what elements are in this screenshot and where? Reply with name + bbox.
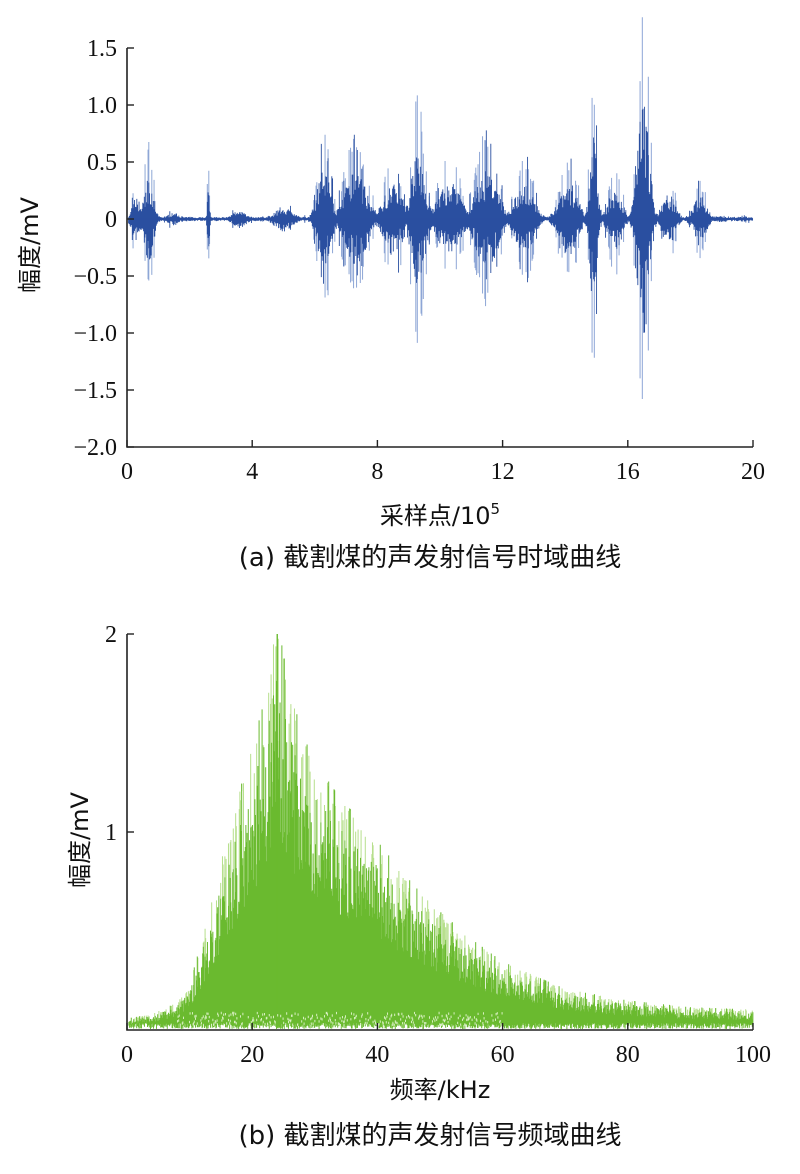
a-x-ticks: 0 4 8 12 16 20 <box>121 440 765 485</box>
b-x-tick-label: 40 <box>365 1042 389 1068</box>
b-y-ticks: 21 <box>105 622 134 846</box>
a-x-tick-label: 8 <box>371 459 383 485</box>
a-y-ticks: 1.5 1.0 0.5 0 −0.5 −1.0 −1.5 −2.0 <box>73 36 134 461</box>
a-y-tick-label: 1.0 <box>87 93 117 119</box>
a-x-tick-label: 20 <box>741 459 765 485</box>
a-x-tick-label: 0 <box>121 459 133 485</box>
b-x-tick-label: 80 <box>616 1042 640 1068</box>
a-y-axis-label: 幅度/mV <box>16 196 44 292</box>
a-y-tick-label: 0.5 <box>87 150 117 176</box>
a-x-tick-label: 12 <box>491 459 515 485</box>
b-y-tick-label: 2 <box>105 622 117 648</box>
a-y-tick-label: 1.5 <box>87 36 117 62</box>
chart-b: 21 0 20 40 60 80 100 幅度/mV 频率/kHz (b) 截割煤的声发射… <box>66 622 771 1151</box>
a-x-tick-label: 4 <box>246 459 258 485</box>
chart-a: 1.5 1.0 0.5 0 −0.5 −1.0 −1.5 −2.0 0 4 8 12 16 20 幅度/… <box>16 17 765 573</box>
a-x-axis-label-text: 采样点/10 <box>380 502 491 530</box>
b-x-axis-label: 频率/kHz <box>390 1076 491 1104</box>
b-y-tick-label: 1 <box>105 820 117 846</box>
b-spectrum-trace <box>128 645 754 1029</box>
b-x-tick-label: 20 <box>240 1042 264 1068</box>
a-x-axis-label: 采样点/105 <box>380 500 500 530</box>
a-x-axis-label-sup: 5 <box>491 500 501 518</box>
a-signal <box>128 17 754 399</box>
a-y-tick-label: 0 <box>105 207 117 233</box>
b-caption: (b) 截割煤的声发射信号频域曲线 <box>238 1121 621 1151</box>
a-axes-frame <box>126 48 753 448</box>
a-x-tick-label: 16 <box>616 459 640 485</box>
b-x-ticks: 0 20 40 60 80 100 <box>121 1023 771 1068</box>
a-caption: (a) 截割煤的声发射信号时域曲线 <box>239 543 622 573</box>
a-y-tick-label: −1.0 <box>73 321 117 347</box>
b-x-tick-label: 60 <box>491 1042 515 1068</box>
b-spectrum-noise-band <box>176 1011 503 1026</box>
a-y-tick-label: −0.5 <box>73 264 117 290</box>
b-x-tick-label: 0 <box>121 1042 133 1068</box>
b-signal <box>128 634 754 1029</box>
b-y-axis-label: 幅度/mV <box>66 791 94 887</box>
a-y-tick-label: −1.5 <box>73 378 117 404</box>
b-x-tick-label: 100 <box>735 1042 771 1068</box>
a-y-tick-label: −2.0 <box>73 435 117 461</box>
